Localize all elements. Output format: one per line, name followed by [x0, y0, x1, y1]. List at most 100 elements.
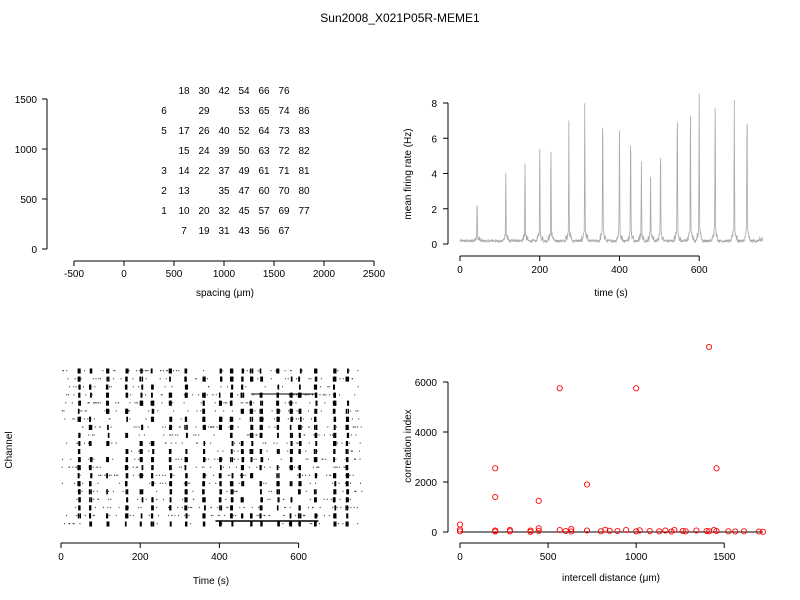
spike: [140, 400, 142, 406]
spike: [170, 505, 172, 511]
spike: [335, 368, 337, 374]
spike: [359, 442, 361, 444]
spike: [242, 392, 245, 398]
spike: [277, 400, 280, 406]
spike: [314, 384, 316, 390]
spike: [319, 394, 321, 396]
channel-label-80: 80: [298, 186, 310, 197]
spike: [206, 394, 208, 396]
spike: [325, 394, 327, 396]
spike: [242, 465, 244, 471]
spike: [89, 384, 91, 390]
spike: [335, 458, 337, 460]
spike: [220, 376, 223, 382]
spike: [250, 457, 252, 463]
spike: [162, 426, 164, 428]
spike: [157, 514, 159, 517]
spike: [77, 368, 79, 374]
firing-rate-trace: [459, 93, 764, 244]
spike: [162, 498, 164, 500]
spike: [240, 402, 242, 404]
channel-label-24: 24: [198, 146, 210, 157]
spike: [324, 402, 326, 404]
spike: [315, 497, 317, 503]
spike: [96, 490, 98, 492]
spike: [227, 506, 229, 509]
spike: [259, 408, 261, 414]
spike: [207, 458, 209, 460]
spike: [219, 505, 221, 511]
raster-channel-row: [62, 368, 359, 374]
spike: [61, 482, 63, 484]
spike: [63, 410, 65, 412]
x-axis-title: Time (s): [193, 576, 229, 587]
spike: [314, 497, 316, 503]
spike: [68, 466, 70, 468]
channel-label-60: 60: [258, 186, 270, 197]
spike: [261, 497, 263, 503]
spike: [291, 465, 293, 471]
spike: [126, 368, 129, 374]
spike: [195, 466, 197, 468]
spike: [113, 370, 115, 372]
spike: [174, 514, 176, 517]
spike: [251, 506, 253, 509]
spike: [84, 410, 86, 412]
spike: [284, 370, 286, 372]
spike: [159, 378, 161, 380]
spike: [134, 402, 136, 404]
spike: [88, 441, 91, 446]
spike: [89, 368, 92, 374]
spike: [180, 466, 182, 468]
channel-label-35: 35: [218, 186, 230, 197]
spike: [230, 497, 233, 503]
spike: [264, 514, 266, 517]
y-tick-label: 6000: [415, 378, 438, 389]
spike: [235, 466, 237, 468]
spike: [241, 457, 244, 463]
spike: [84, 370, 86, 372]
spike: [315, 513, 318, 519]
spike: [186, 473, 188, 479]
spike: [91, 473, 93, 479]
spike: [141, 384, 144, 390]
spike: [125, 408, 128, 414]
spike: [182, 498, 184, 500]
spike: [251, 441, 253, 446]
spike: [329, 474, 331, 476]
spike: [149, 482, 151, 484]
spike: [93, 458, 95, 460]
spike: [137, 498, 139, 500]
spike: [98, 378, 100, 380]
spike: [345, 505, 347, 511]
x-tick-label: 0: [121, 269, 127, 280]
spike: [277, 386, 278, 388]
channel-label-26: 26: [198, 126, 210, 137]
spike: [179, 426, 181, 428]
spike: [229, 466, 230, 468]
spike: [100, 378, 101, 380]
spike: [107, 400, 109, 406]
spike: [77, 376, 79, 382]
spike: [223, 402, 225, 404]
spike: [249, 432, 252, 438]
spike: [354, 394, 356, 396]
spike: [195, 378, 197, 380]
spike: [130, 394, 132, 396]
spike: [336, 442, 338, 444]
spike: [259, 465, 262, 471]
spike: [327, 386, 329, 388]
spike: [211, 514, 212, 517]
spike: [204, 424, 206, 430]
correlation-point: [583, 481, 591, 488]
channel-label-81: 81: [298, 166, 310, 177]
spike: [328, 386, 330, 388]
spike: [140, 392, 142, 398]
spike: [256, 434, 258, 436]
spike: [138, 474, 140, 476]
spike: [320, 410, 322, 412]
channel-label-83: 83: [298, 126, 310, 137]
spike: [276, 368, 278, 374]
spike: [61, 410, 63, 412]
correlation-point: [556, 526, 563, 534]
